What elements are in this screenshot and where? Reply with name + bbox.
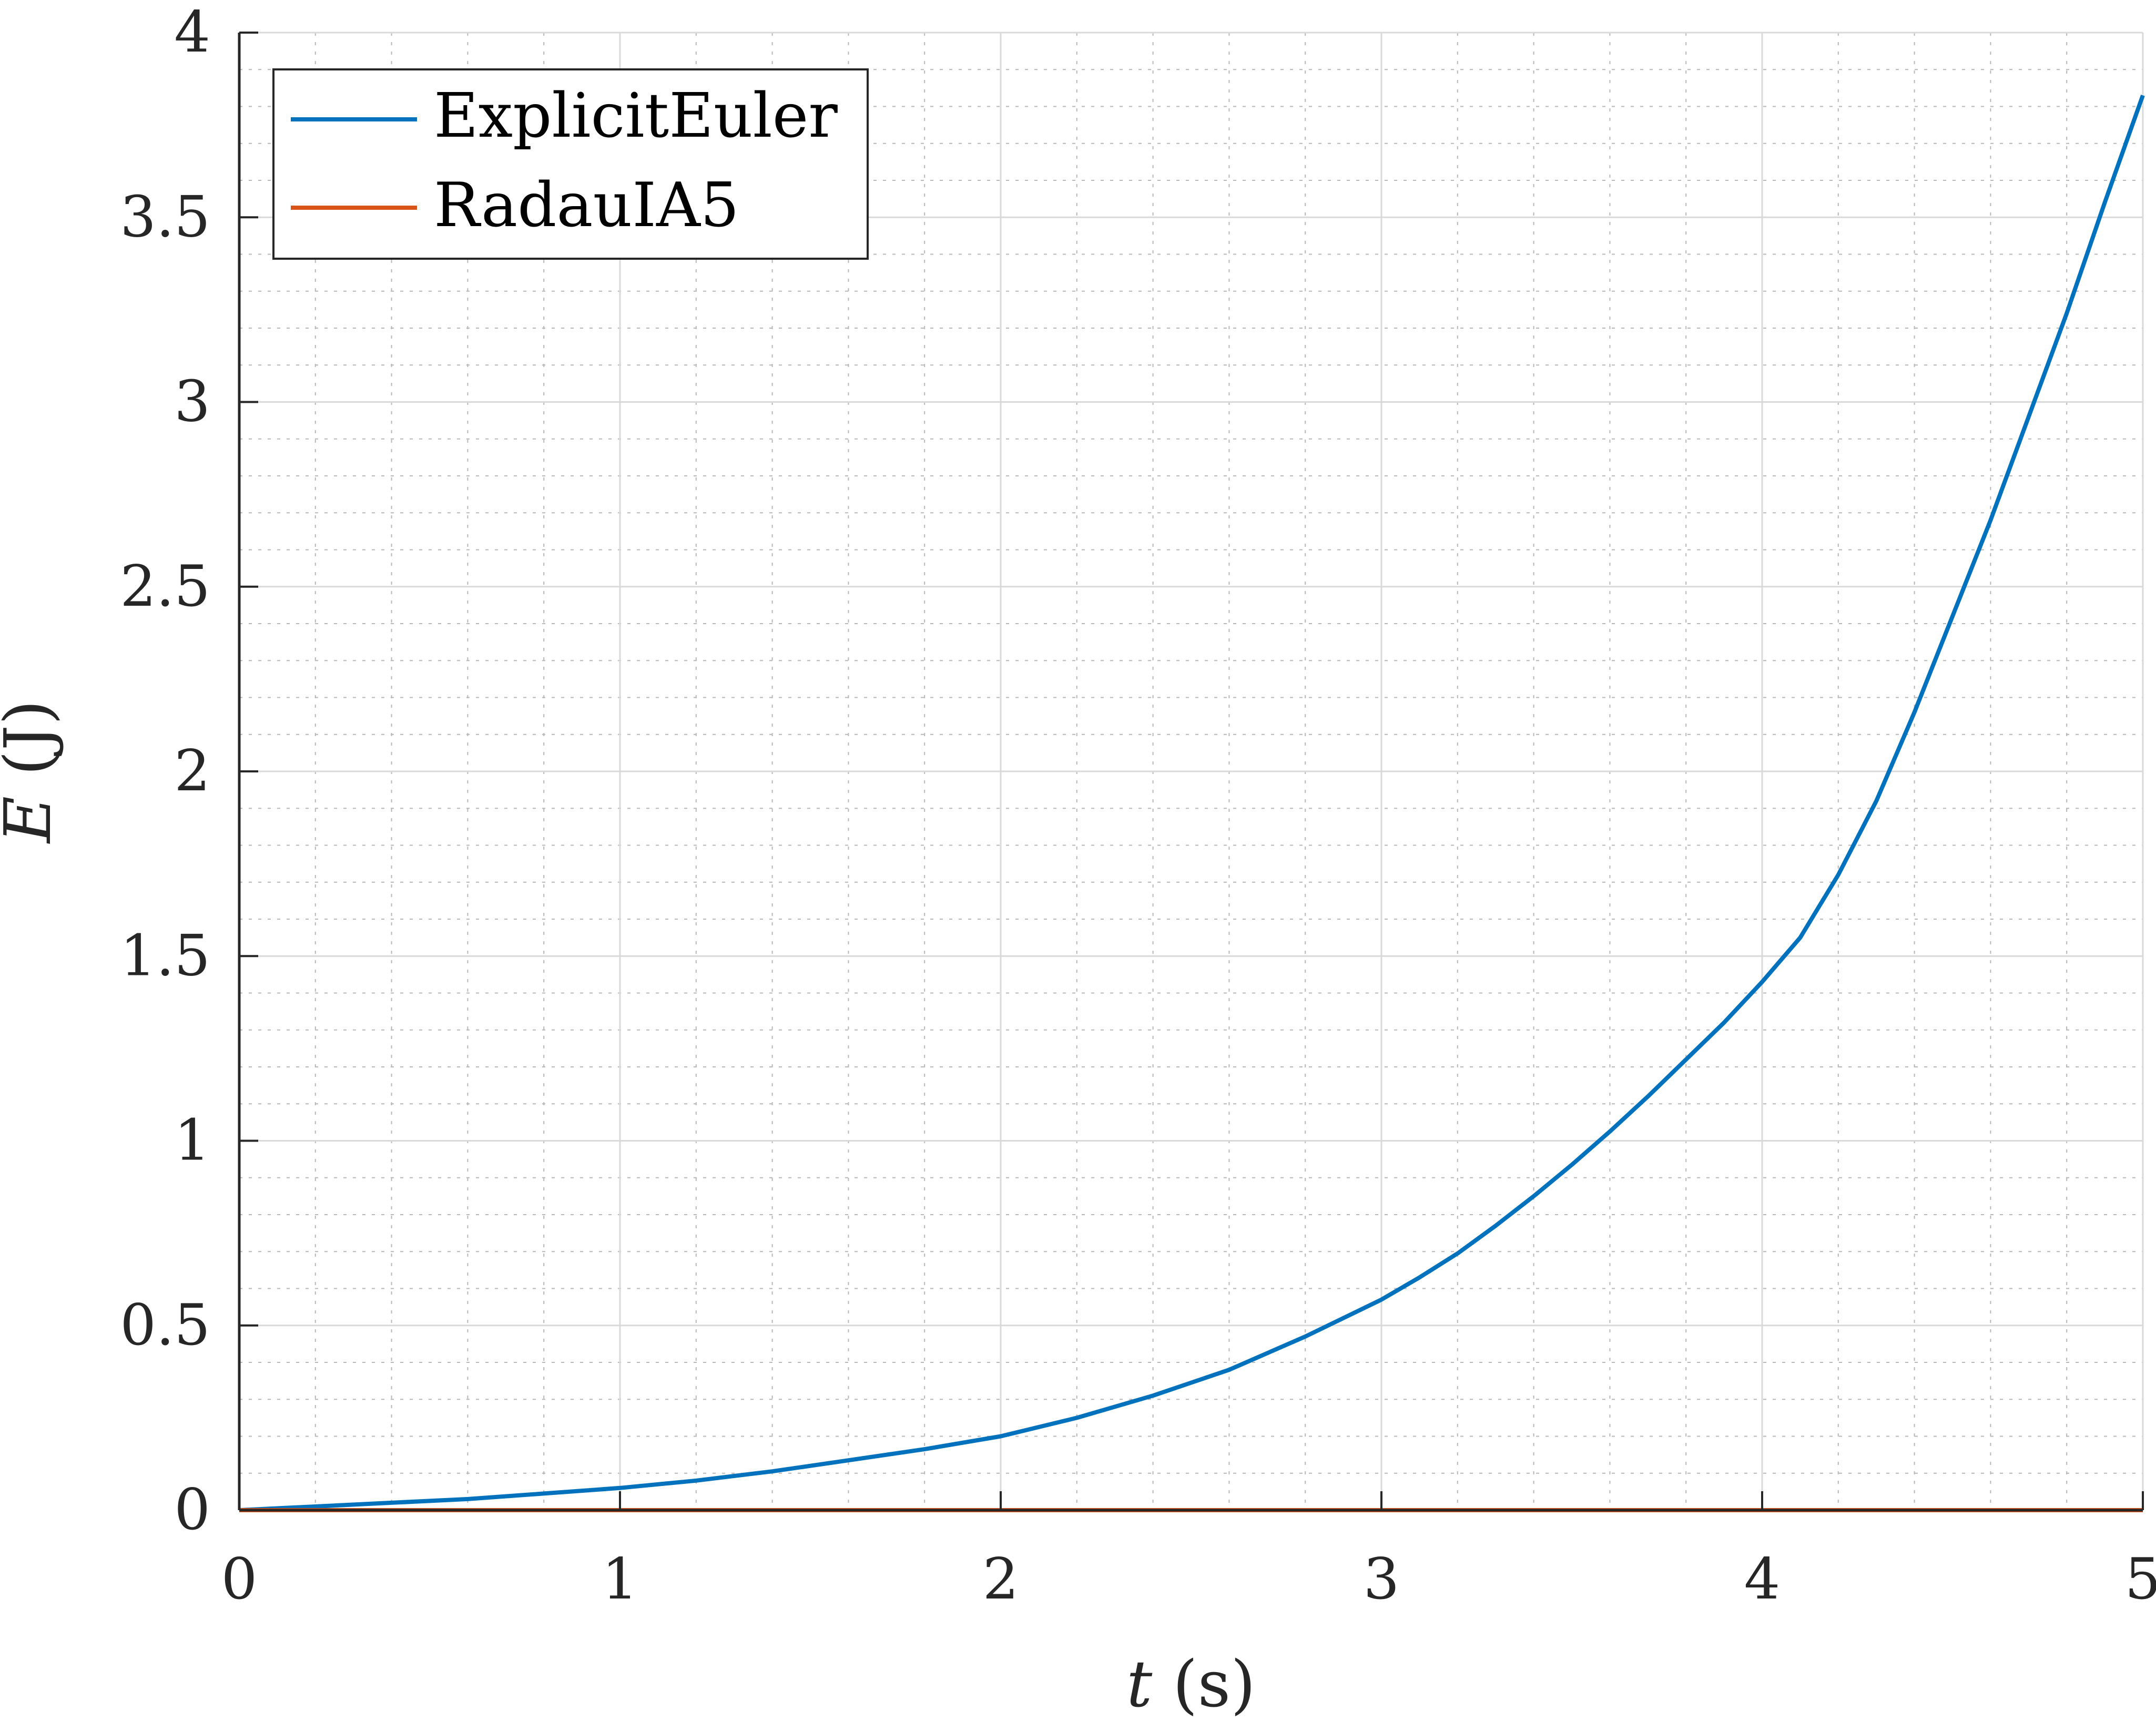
x-tick-label: 2 — [983, 1546, 1019, 1612]
legend: ExplicitEuler RadauIA5 — [272, 68, 869, 260]
y-tick-label: 0.5 — [120, 1292, 210, 1358]
y-tick-label: 2 — [174, 738, 210, 804]
legend-label-explicit-euler: ExplicitEuler — [434, 80, 838, 151]
y-axis-label: E (J) — [0, 700, 65, 844]
x-axis-variable: t — [1126, 1647, 1153, 1722]
x-ticks: 0 1 2 3 4 5 — [221, 1491, 2156, 1612]
x-tick-label: 3 — [1364, 1546, 1400, 1612]
legend-box — [272, 68, 869, 260]
x-axis-label: t (s) — [1126, 1647, 1256, 1722]
y-axis-unit: (J) — [0, 700, 65, 776]
y-tick-label: 0 — [174, 1477, 210, 1543]
y-axis-variable: E — [0, 796, 65, 844]
legend-label-radau-ia5: RadauIA5 — [434, 170, 739, 241]
x-tick-label: 0 — [221, 1546, 258, 1612]
x-tick-label: 5 — [2125, 1546, 2156, 1612]
y-tick-label: 1 — [174, 1108, 210, 1174]
x-axis-unit: (s) — [1173, 1647, 1256, 1722]
y-tick-label: 4 — [174, 0, 210, 65]
x-tick-label: 4 — [1744, 1546, 1781, 1612]
y-tick-label: 2.5 — [120, 554, 210, 619]
y-tick-label: 3.5 — [120, 184, 210, 250]
x-tick-label: 1 — [602, 1546, 638, 1612]
y-tick-label: 1.5 — [120, 923, 210, 989]
y-ticks: 0 0.5 1 1.5 2 2.5 3 3.5 4 — [120, 0, 258, 1543]
y-tick-label: 3 — [174, 369, 210, 435]
series-line-expliciteuler — [239, 95, 2145, 1512]
